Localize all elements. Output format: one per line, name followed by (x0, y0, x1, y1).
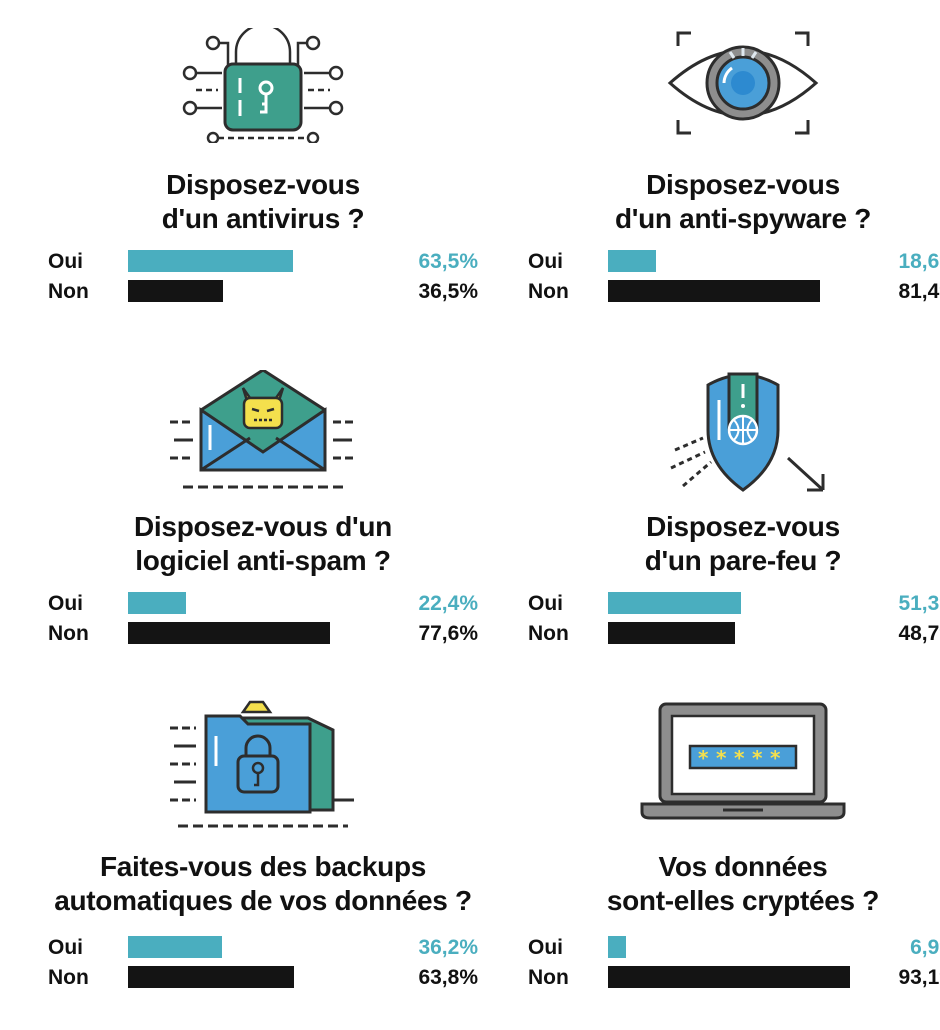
value-oui: 18,6% (898, 250, 940, 273)
row-oui: Oui 18,6% (528, 246, 940, 276)
value-non: 77,6% (418, 622, 478, 645)
label-oui: Oui (48, 936, 83, 959)
bar-non (608, 966, 850, 988)
value-non: 63,8% (418, 966, 478, 989)
question-line-1: Disposez-vous (166, 169, 360, 200)
label-non: Non (48, 622, 89, 645)
value-non: 48,7% (898, 622, 940, 645)
firewall-shield-icon (670, 372, 825, 492)
svg-text:*: * (770, 746, 781, 770)
question-line-2: automatiques de vos données ? (54, 885, 472, 916)
value-non: 81,4% (898, 280, 940, 303)
label-oui: Oui (528, 250, 563, 273)
bar-non (608, 622, 735, 644)
svg-text:*: * (698, 746, 709, 770)
value-oui: 22,4% (418, 592, 478, 615)
laptop-password-icon: * * * * * (640, 702, 846, 820)
row-non: Non 48,7% (528, 618, 940, 648)
bar-oui (608, 250, 656, 272)
bar-non (128, 966, 294, 988)
locked-folder-icon (170, 700, 354, 828)
row-oui: Oui 63,5% (48, 246, 478, 276)
label-non: Non (528, 622, 569, 645)
bar-oui (128, 250, 293, 272)
label-oui: Oui (528, 936, 563, 959)
value-oui: 6,9% (910, 936, 940, 959)
bar-non (128, 280, 223, 302)
svg-text:*: * (716, 746, 727, 770)
question-line-2: d'un pare-feu ? (644, 545, 842, 576)
question-line-1: Disposez-vous d'un (134, 511, 392, 542)
row-oui: Oui 36,2% (48, 932, 478, 962)
eye-scan-icon (667, 31, 819, 135)
chart-panel-backups: Faites-vous des backups automatiques de … (48, 700, 478, 1030)
row-oui: Oui 6,9% (528, 932, 940, 962)
value-non: 93,1% (898, 966, 940, 989)
question-line-2: sont-elles cryptées ? (606, 885, 880, 916)
row-non: Non 63,8% (48, 962, 478, 992)
question-line-2: d'un anti-spyware ? (614, 203, 872, 234)
question-line-1: Disposez-vous (646, 169, 840, 200)
value-oui: 51,3% (898, 592, 940, 615)
row-non: Non 77,6% (48, 618, 478, 648)
bar-non (128, 622, 330, 644)
bar-oui (608, 592, 741, 614)
row-oui: Oui 51,3% (528, 588, 940, 618)
label-oui: Oui (48, 592, 83, 615)
chart-panel-antivirus: Disposez-vous d'un antivirus ? Oui 63,5%… (48, 28, 478, 358)
row-non: Non 81,4% (528, 276, 940, 306)
chart-panel-cryptage: * * * * * Vos données sont-elles cryptées ?… (528, 700, 940, 1030)
question-line-2: d'un antivirus ? (161, 203, 365, 234)
chart-panel-anti-spam: Disposez-vous d'un logiciel anti-spam ? … (48, 370, 478, 700)
label-non: Non (48, 966, 89, 989)
question-line-2: logiciel anti-spam ? (135, 545, 391, 576)
svg-text:*: * (734, 746, 745, 770)
padlock-circuit-icon (182, 28, 344, 143)
row-oui: Oui 22,4% (48, 588, 478, 618)
label-oui: Oui (528, 592, 563, 615)
value-oui: 36,2% (418, 936, 478, 959)
question-line-1: Faites-vous des backups (99, 851, 427, 882)
svg-text:*: * (752, 746, 763, 770)
value-non: 36,5% (418, 280, 478, 303)
bar-oui (128, 936, 222, 958)
row-non: Non 36,5% (48, 276, 478, 306)
question-line-1: Vos données (658, 851, 828, 882)
label-oui: Oui (48, 250, 83, 273)
label-non: Non (528, 280, 569, 303)
spam-envelope-icon (170, 370, 356, 489)
row-non: Non 93,1% (528, 962, 940, 992)
bar-non (608, 280, 820, 302)
label-non: Non (48, 280, 89, 303)
value-oui: 63,5% (418, 250, 478, 273)
chart-panel-pare-feu: Disposez-vous d'un pare-feu ? Oui 51,3% … (528, 370, 940, 700)
bar-oui (128, 592, 186, 614)
label-non: Non (528, 966, 569, 989)
chart-panel-anti-spyware: Disposez-vous d'un anti-spyware ? Oui 18… (528, 28, 940, 358)
question-line-1: Disposez-vous (646, 511, 840, 542)
bar-oui (608, 936, 626, 958)
